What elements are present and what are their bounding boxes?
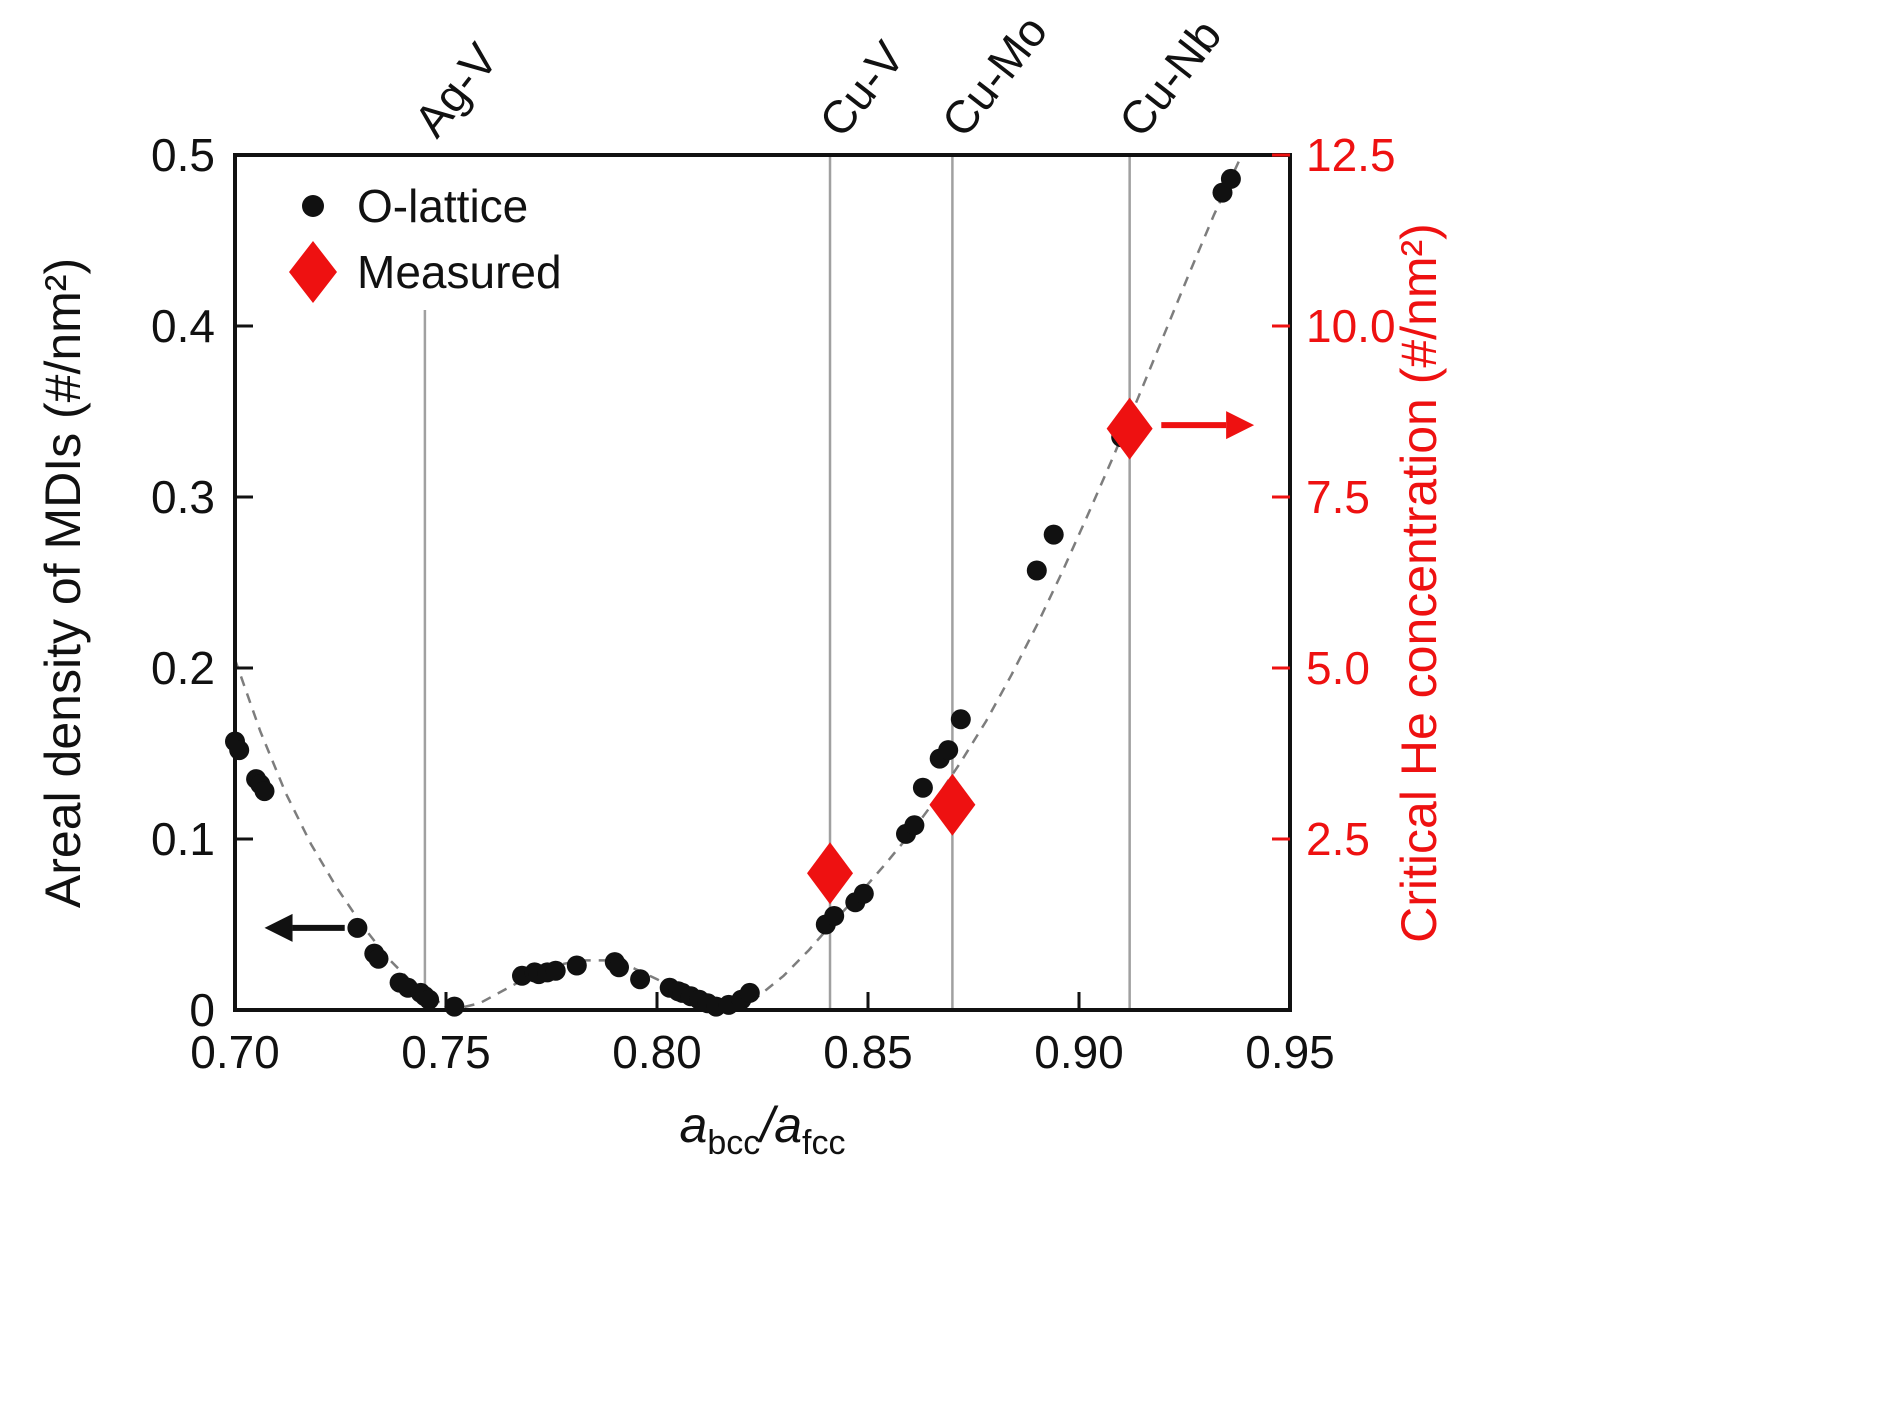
data-point-o-lattice [912, 777, 933, 798]
y-right-tick-label: 7.5 [1306, 471, 1370, 523]
x-tick-label: 0.85 [823, 1026, 913, 1078]
data-point-o-lattice [739, 982, 760, 1003]
data-point-measured [1106, 397, 1153, 460]
data-point-o-lattice [566, 955, 587, 976]
vline-label-ag-v: Ag-V [404, 33, 508, 146]
data-point-o-lattice [1043, 524, 1064, 545]
legend-label-o-lattice: O-lattice [357, 180, 528, 232]
y-left-tick-label: 0.1 [151, 813, 215, 865]
data-point-o-lattice [853, 883, 874, 904]
y-left-tick-label: 0.2 [151, 642, 215, 694]
y-axis-title-right: Critical He concentration (#/nm²) [1391, 223, 1447, 943]
data-point-o-lattice [609, 957, 629, 978]
x-tick-label: 0.95 [1245, 1026, 1335, 1078]
legend-marker-diamond-icon [289, 241, 337, 303]
y-left-tick-label: 0.3 [151, 471, 215, 523]
plot-border [233, 153, 1292, 1012]
y-right-tick-label: 2.5 [1306, 813, 1370, 865]
data-point-o-lattice [630, 969, 651, 990]
data-point-o-lattice [419, 989, 440, 1010]
y-right-tick-label: 10.0 [1306, 300, 1396, 352]
y-right-tick-label: 5.0 [1306, 642, 1370, 694]
data-point-o-lattice [254, 781, 275, 802]
data-point-o-lattice [229, 740, 250, 761]
data-point-o-lattice [824, 906, 845, 926]
y-axis-title-left: Areal density of MDIs (#/nm²) [35, 258, 91, 908]
y-right-tick-label: 12.5 [1306, 129, 1396, 181]
legend-marker-dot-icon [302, 195, 324, 217]
vline-label-cu-v: Cu-V [809, 31, 915, 146]
vline-label-cu-nb: Cu-Nb [1109, 9, 1232, 146]
data-point-o-lattice [938, 740, 959, 761]
data-point-measured [807, 842, 854, 905]
legend: O-lattice Measured [289, 180, 562, 303]
data-point-o-lattice [904, 815, 925, 836]
data-point-o-lattice [368, 948, 389, 969]
y-left-tick-label: 0.5 [151, 129, 215, 181]
left-axis-arrow-head-icon [264, 913, 293, 942]
data-point-o-lattice [347, 917, 368, 938]
vline-label-cu-mo: Cu-Mo [931, 5, 1057, 146]
data-point-o-lattice [1220, 168, 1241, 189]
x-tick-label: 0.80 [612, 1026, 702, 1078]
x-tick-label: 0.70 [190, 1026, 280, 1078]
data-point-o-lattice [545, 960, 566, 981]
y-left-tick-label: 0.4 [151, 300, 215, 352]
x-axis-title: abcc/afcc [680, 1097, 846, 1162]
x-tick-label: 0.90 [1034, 1026, 1124, 1078]
data-point-o-lattice [950, 709, 971, 730]
data-point-measured [929, 773, 976, 836]
right-axis-arrow-head-icon [1226, 411, 1255, 440]
y-left-tick-label: 0 [189, 984, 215, 1036]
x-tick-label: 0.75 [401, 1026, 491, 1078]
data-point-o-lattice [1026, 560, 1047, 581]
legend-label-measured: Measured [357, 246, 562, 298]
